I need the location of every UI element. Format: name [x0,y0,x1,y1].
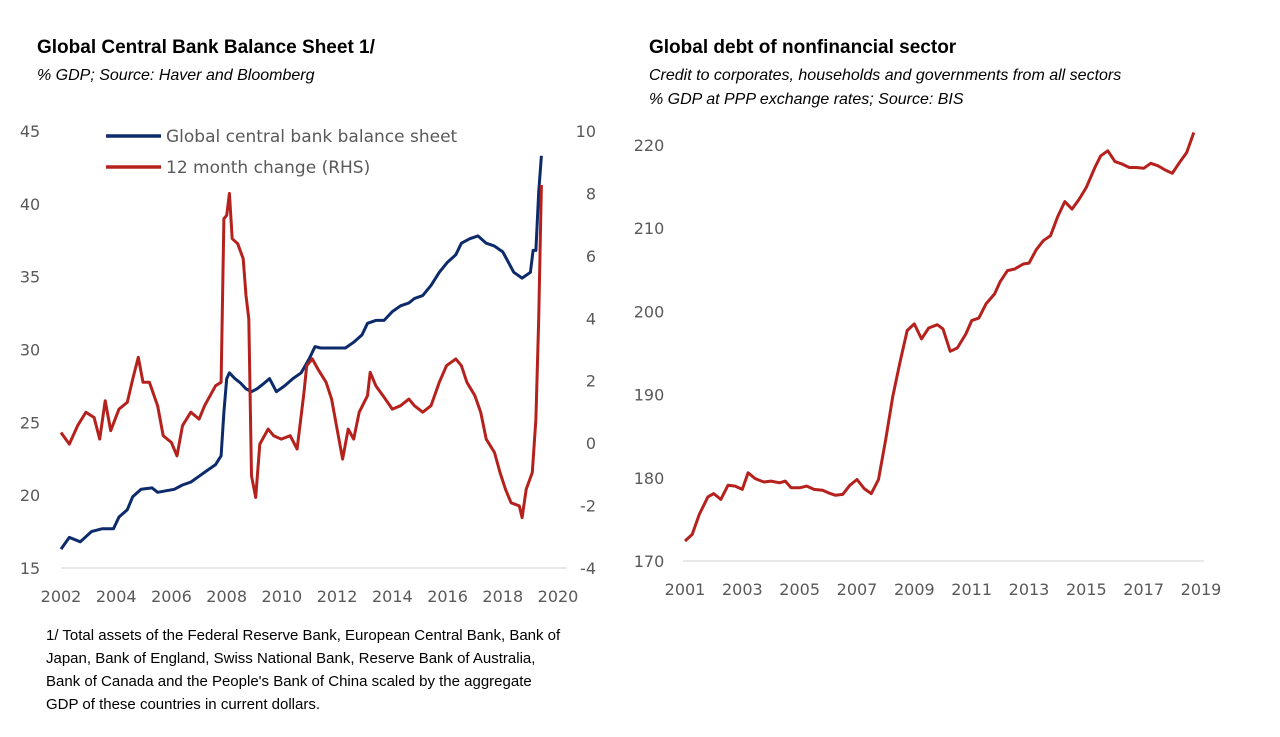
right-x-tick-label: 2009 [894,580,935,599]
balance-sheet-line [59,155,543,550]
left-y-tick-label: 20 [20,486,40,505]
right-y-tick-label: 200 [634,302,665,321]
left-x-tick-label: 2006 [151,587,192,606]
right-chart-subtitle-2: % GDP at PPP exchange rates; Source: BIS [649,91,964,108]
right-x-tick-label: 2003 [722,580,763,599]
right-x-tick-label: 2017 [1123,580,1164,599]
left-x-tick-label: 2004 [96,587,137,606]
right-y-tick-label: 170 [634,552,665,571]
left-x-tick-label: 2002 [41,587,82,606]
right-axis-tick-label: -2 [580,497,596,516]
left-x-tick-label: 2010 [262,587,303,606]
right-y-tick-label: 190 [634,386,665,405]
left-y-tick-label: 30 [20,341,40,360]
nonfinancial-debt-line [683,131,1196,543]
right-axis-tick-label: 0 [586,434,596,453]
right-axis-tick-label: 4 [586,309,596,328]
legend-label: 12 month change (RHS) [166,158,370,178]
left-x-tick-label: 2020 [538,587,579,606]
right-axis-tick-label: -4 [580,559,596,578]
right-x-tick-label: 2019 [1181,580,1222,599]
left-x-tick-label: 2018 [482,587,523,606]
left-x-tick-label: 2008 [206,587,247,606]
left-y-tick-label: 25 [20,413,40,432]
left-y-tick-label: 15 [20,559,40,578]
right-y-tick-label: 210 [634,219,665,238]
left-y-tick-label: 45 [20,122,40,141]
right-axis-tick-label: 6 [586,247,596,266]
left-y-tick-label: 40 [20,195,40,214]
left-x-tick-label: 2016 [427,587,468,606]
right-y-tick-label: 220 [634,136,665,155]
right-x-tick-label: 2013 [1009,580,1050,599]
right-y-tick-label: 180 [634,469,665,488]
right-chart-subtitle-1: Credit to corporates, households and gov… [649,67,1122,84]
right-axis-tick-label: 10 [576,122,596,141]
left-y-tick-label: 35 [20,268,40,287]
right-axis-tick-label: 2 [586,372,596,391]
left-chart-footnote: 1/ Total assets of the Federal Reserve B… [46,627,561,713]
right-axis-tick-label: 8 [586,184,596,203]
right-x-tick-label: 2007 [837,580,878,599]
right-x-tick-label: 2005 [779,580,820,599]
left-chart-title: Global Central Bank Balance Sheet 1/ [37,37,375,58]
left-chart-subtitle: % GDP; Source: Haver and Bloomberg [37,67,315,84]
right-x-tick-label: 2001 [665,580,706,599]
right-x-tick-label: 2011 [951,580,992,599]
right-x-tick-label: 2015 [1066,580,1107,599]
twelve-month-change-line [59,184,543,520]
legend-label: Global central bank balance sheet [166,127,458,147]
left-x-tick-label: 2012 [317,587,358,606]
left-x-tick-label: 2014 [372,587,413,606]
right-chart-title: Global debt of nonfinancial sector [649,37,957,58]
